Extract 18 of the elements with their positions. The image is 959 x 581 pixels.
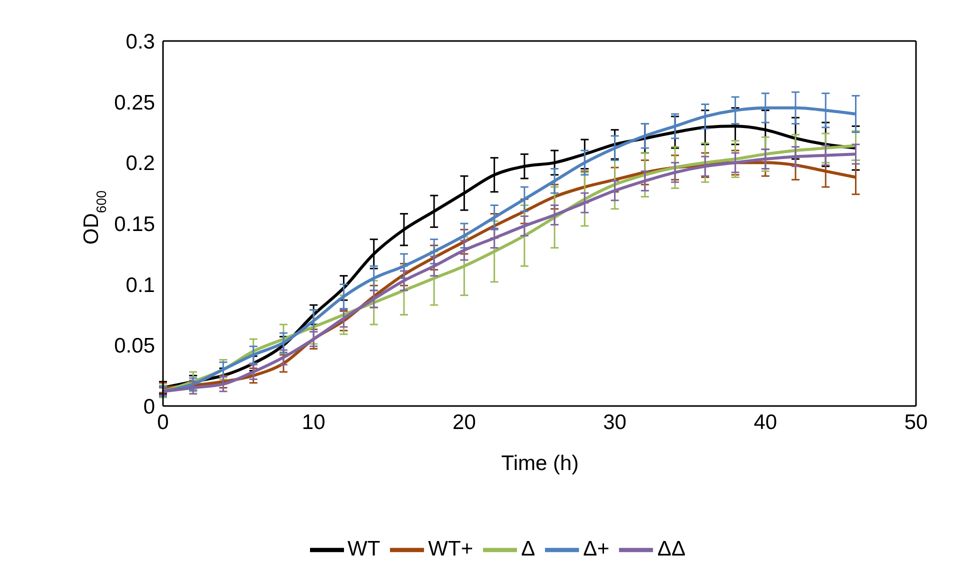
y-tick-label: 0.1: [126, 274, 155, 297]
legend-label: Δ: [521, 538, 536, 561]
x-tick-label: 50: [904, 410, 928, 434]
x-tick-label: 30: [603, 410, 626, 434]
y-tick-label: 0.3: [126, 30, 155, 54]
x-tick-label: 20: [452, 410, 476, 434]
y-tick-label: 0.15: [114, 212, 155, 236]
legend-label: ΔΔ: [657, 538, 686, 561]
y-tick-label: 0.25: [114, 91, 155, 114]
y-tick-label: 0.05: [114, 334, 155, 358]
legend-label: WT+: [428, 538, 474, 561]
x-tick-label: 10: [302, 410, 326, 434]
legend-label: WT: [348, 538, 380, 561]
x-axis-title: Time (h): [501, 452, 579, 475]
y-tick-label: 0.2: [126, 152, 155, 176]
legend-label: Δ+: [583, 538, 610, 561]
y-tick-label: 0: [143, 395, 155, 418]
x-tick-label: 40: [754, 410, 778, 434]
